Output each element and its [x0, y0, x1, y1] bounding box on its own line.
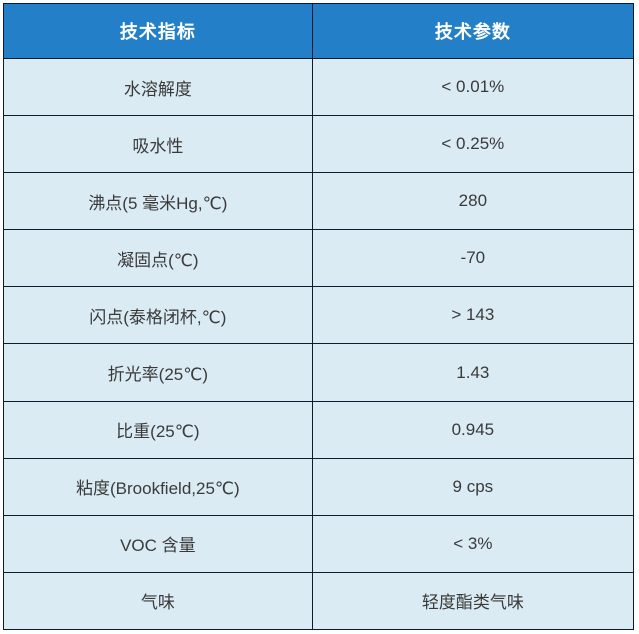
indicator-cell: 气味	[3, 571, 313, 631]
table-row: 比重(25℃) 0.945	[3, 400, 635, 459]
indicator-cell: VOC 含量	[3, 514, 313, 573]
parameter-cell: 轻度酯类气味	[311, 571, 635, 631]
parameter-cell: 9 cps	[311, 457, 635, 516]
indicator-cell: 比重(25℃)	[3, 400, 313, 459]
parameter-cell: < 3%	[311, 514, 635, 573]
table-row: 凝固点(℃) -70	[3, 229, 635, 288]
parameter-cell: 280	[311, 172, 635, 231]
indicator-cell: 水溶解度	[3, 57, 313, 117]
table-row: VOC 含量 < 3%	[3, 514, 635, 573]
table-row: 气味 轻度酯类气味	[3, 571, 635, 631]
indicator-cell: 粘度(Brookfield,25℃)	[3, 457, 313, 516]
table-row: 水溶解度 < 0.01%	[3, 57, 635, 117]
parameter-cell: > 143	[311, 286, 635, 345]
indicator-cell: 折光率(25℃)	[3, 343, 313, 402]
table-row: 吸水性 < 0.25%	[3, 115, 635, 174]
parameter-cell: < 0.25%	[311, 115, 635, 174]
table-row: 粘度(Brookfield,25℃) 9 cps	[3, 457, 635, 516]
parameter-cell: < 0.01%	[311, 57, 635, 117]
header-cell-parameter: 技术参数	[311, 3, 635, 59]
indicator-cell: 吸水性	[3, 115, 313, 174]
indicator-cell: 沸点(5 毫米Hg,℃)	[3, 172, 313, 231]
spec-table-header: 技术指标 技术参数	[3, 3, 635, 59]
parameter-cell: 0.945	[311, 400, 635, 459]
parameter-cell: -70	[311, 229, 635, 288]
table-row: 沸点(5 毫米Hg,℃) 280	[3, 172, 635, 231]
spec-table-body: 水溶解度 < 0.01% 吸水性 < 0.25% 沸点(5 毫米Hg,℃) 28…	[3, 57, 635, 631]
spec-table: 技术指标 技术参数 水溶解度 < 0.01% 吸水性 < 0.25% 沸点(5 …	[3, 3, 635, 631]
indicator-cell: 凝固点(℃)	[3, 229, 313, 288]
table-row: 折光率(25℃) 1.43	[3, 343, 635, 402]
parameter-cell: 1.43	[311, 343, 635, 402]
header-cell-indicator: 技术指标	[3, 3, 313, 59]
indicator-cell: 闪点(泰格闭杯,℃)	[3, 286, 313, 345]
header-row: 技术指标 技术参数	[3, 3, 635, 59]
table-row: 闪点(泰格闭杯,℃) > 143	[3, 286, 635, 345]
